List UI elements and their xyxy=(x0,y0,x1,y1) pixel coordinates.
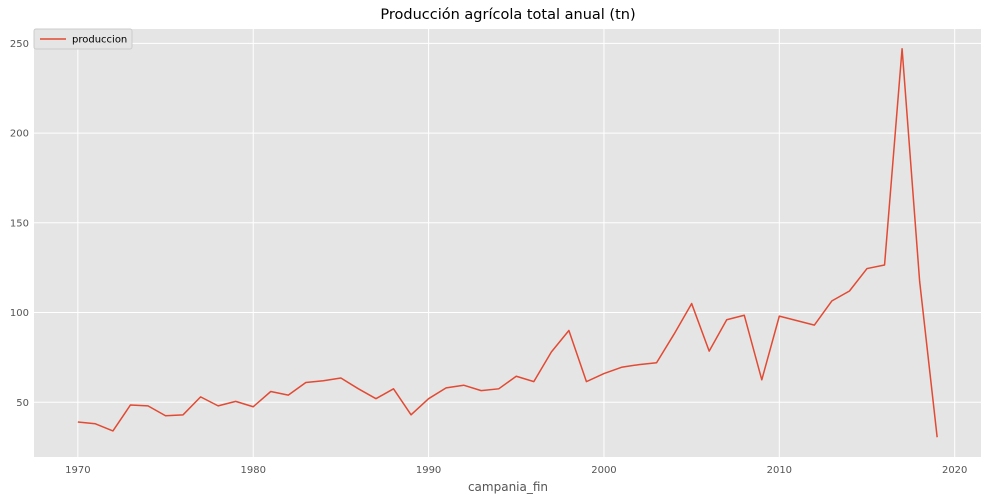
x-tick-label: 1980 xyxy=(240,465,265,476)
series-line-produccion xyxy=(77,47,938,438)
chart-title: Producción agrícola total anual (tn) xyxy=(380,7,635,23)
x-tick-labels: 1970 1980 1990 2000 2010 2020 xyxy=(65,465,967,476)
x-axis-label: campania_fin xyxy=(468,480,548,494)
plot-background xyxy=(34,29,981,457)
y-tick-labels: 50 100 150 200 250 xyxy=(10,39,29,409)
grid-lines xyxy=(34,29,981,457)
y-tick-label: 50 xyxy=(16,398,29,409)
x-tick-label: 1990 xyxy=(416,465,441,476)
series-layer xyxy=(77,47,938,438)
x-tick-label: 2020 xyxy=(942,465,967,476)
x-tick-label: 1970 xyxy=(65,465,90,476)
y-tick-label: 250 xyxy=(10,39,29,50)
x-tick-label: 2000 xyxy=(591,465,616,476)
legend-frame xyxy=(33,28,133,50)
y-tick-label: 150 xyxy=(10,218,29,229)
x-tick-label: 2010 xyxy=(767,465,792,476)
legend-label: produccion xyxy=(72,35,127,46)
y-tick-label: 200 xyxy=(10,129,29,140)
y-tick-label: 100 xyxy=(10,308,29,319)
legend: produccion xyxy=(33,28,133,50)
